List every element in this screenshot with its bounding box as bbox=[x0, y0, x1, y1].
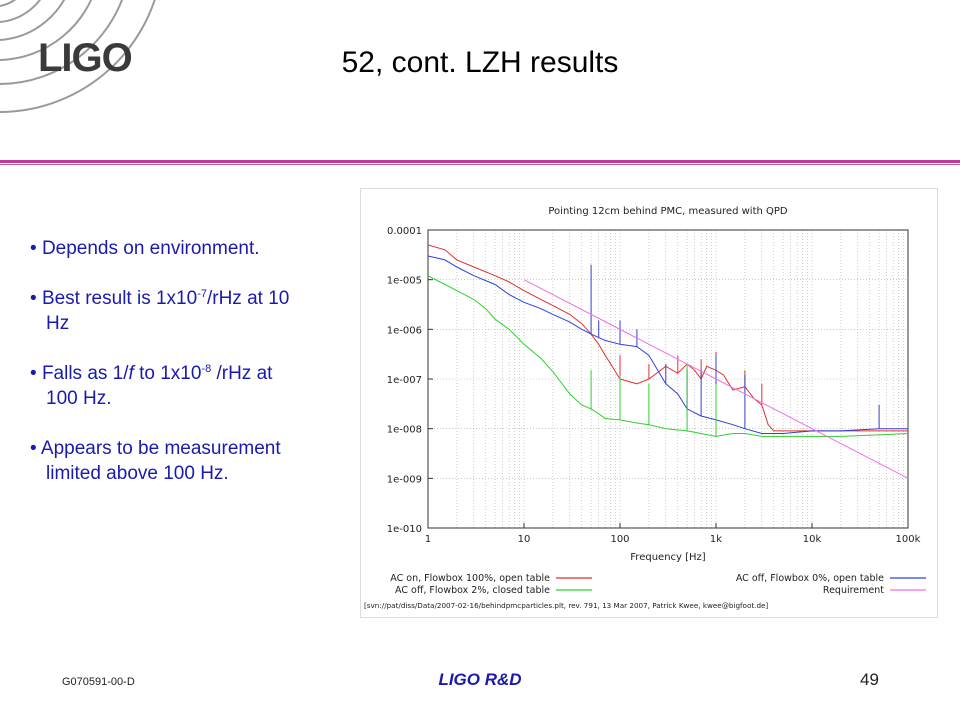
ligo-logo-text: LIGO bbox=[38, 36, 133, 80]
title-divider bbox=[0, 160, 960, 163]
bullet-text: /rHz at bbox=[211, 363, 273, 384]
legend-label: AC on, Flowbox 100%, open table bbox=[390, 573, 550, 584]
legend-label: Requirement bbox=[823, 585, 884, 596]
bullet-line: limited above 100 Hz. bbox=[30, 461, 370, 486]
bullet-item: • Best result is 1x10-7/rHz at 10 Hz bbox=[30, 286, 370, 336]
series-2 bbox=[428, 275, 908, 437]
bullet-line: 100 Hz. bbox=[30, 386, 370, 411]
bullet-text: /rHz at 10 bbox=[206, 288, 290, 309]
series-1 bbox=[428, 255, 908, 434]
bullet-text: limited above 100 Hz. bbox=[46, 463, 229, 484]
chart-title: Pointing 12cm behind PMC, measured with … bbox=[548, 206, 788, 217]
slide-title: 52, cont. LZH results bbox=[341, 46, 619, 79]
series-0 bbox=[428, 244, 908, 432]
bullet-list: • Depends on environment. • Best result i… bbox=[30, 236, 370, 511]
x-tick-label: 1k bbox=[710, 534, 722, 545]
y-tick-label: 0.0001 bbox=[387, 226, 422, 237]
bullet-item: • Falls as 1/f to 1x10-8 /rHz at 100 Hz. bbox=[30, 361, 370, 411]
y-tick-label: 1e-010 bbox=[387, 524, 422, 535]
bullet-text: Best result is 1x10 bbox=[41, 288, 198, 309]
ligo-logo-arcs bbox=[0, 0, 156, 113]
doc-id: G070591-00-D bbox=[62, 676, 135, 688]
y-tick-label: 1e-006 bbox=[387, 325, 422, 336]
bullet-exponent: -8 bbox=[201, 363, 212, 375]
pointing-noise-chart: Pointing 12cm behind PMC, measured with … bbox=[364, 206, 926, 610]
x-tick-label: 100k bbox=[896, 534, 921, 545]
bullet-text: 100 Hz. bbox=[46, 388, 112, 409]
title-divider-thin bbox=[0, 164, 960, 165]
bullet-item: • Depends on environment. bbox=[30, 236, 370, 261]
series-3 bbox=[523, 279, 908, 479]
bullet-line: Hz bbox=[30, 311, 370, 336]
x-tick-label: 10k bbox=[803, 534, 822, 545]
footer-label: LIGO R&D bbox=[438, 670, 522, 689]
y-tick-label: 1e-007 bbox=[387, 375, 422, 386]
chart-footnote: [svn://pat/diss/Data/2007-02-16/behindpm… bbox=[364, 601, 768, 610]
legend-label: AC off, Flowbox 0%, open table bbox=[736, 573, 884, 584]
series-line bbox=[428, 275, 908, 437]
bullet-line: • Falls as 1/f to 1x10-8 /rHz at bbox=[30, 363, 273, 384]
bullet-text: Appears to be measurement bbox=[40, 438, 281, 459]
chart-grid bbox=[427, 229, 908, 529]
y-tick-label: 1e-008 bbox=[387, 425, 422, 436]
bullet-text: Depends on environment. bbox=[41, 238, 260, 259]
bullet-italic: f bbox=[128, 363, 134, 384]
series-line bbox=[523, 279, 908, 479]
bullet-item: • Appears to be measurement limited above… bbox=[30, 436, 370, 486]
page-number: 49 bbox=[860, 670, 879, 689]
x-tick-label: 1 bbox=[425, 534, 431, 545]
x-axis-label: Frequency [Hz] bbox=[630, 552, 706, 563]
bullet-line: • Appears to be measurement bbox=[30, 438, 281, 459]
bullet-line: • Best result is 1x10-7/rHz at 10 bbox=[30, 288, 290, 309]
bullet-text: Falls as 1/ bbox=[41, 363, 129, 384]
series-line bbox=[428, 255, 908, 434]
series-line bbox=[428, 244, 908, 432]
x-tick-label: 10 bbox=[518, 534, 531, 545]
bullet-line: • Depends on environment. bbox=[30, 238, 260, 259]
legend-label: AC off, Flowbox 2%, closed table bbox=[395, 585, 550, 596]
y-tick-label: 1e-005 bbox=[387, 276, 422, 287]
x-tick-label: 100 bbox=[610, 534, 629, 545]
bullet-text: to 1x10 bbox=[133, 363, 202, 384]
y-tick-label: 1e-009 bbox=[387, 474, 422, 485]
bullet-text: Hz bbox=[46, 313, 70, 334]
bullet-exponent: -7 bbox=[197, 288, 207, 300]
